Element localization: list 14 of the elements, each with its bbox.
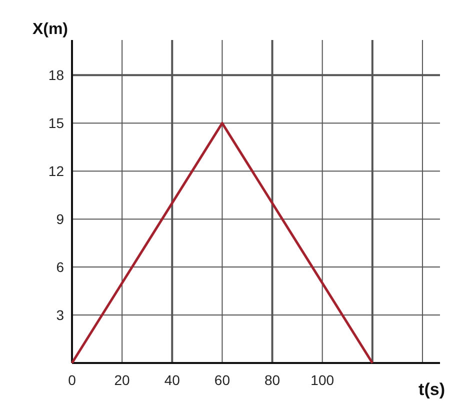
- y-tick-label: 15: [48, 115, 64, 132]
- y-tick-label: 9: [56, 211, 64, 228]
- x-tick-label: 80: [264, 372, 280, 388]
- x-tick-label: 100: [310, 372, 334, 388]
- y-tick-label: 18: [48, 67, 64, 84]
- y-axis-title: X(m): [32, 21, 68, 38]
- x-tick-label: 40: [164, 372, 180, 388]
- x-tick-label: 0: [68, 372, 76, 388]
- y-tick-label: 3: [56, 307, 64, 324]
- x-tick-label: 20: [114, 372, 130, 388]
- x-tick-label: 60: [214, 372, 230, 388]
- y-tick-label: 12: [48, 163, 64, 180]
- y-tick-label: 6: [56, 259, 64, 276]
- x-axis-title: t(s): [418, 380, 445, 399]
